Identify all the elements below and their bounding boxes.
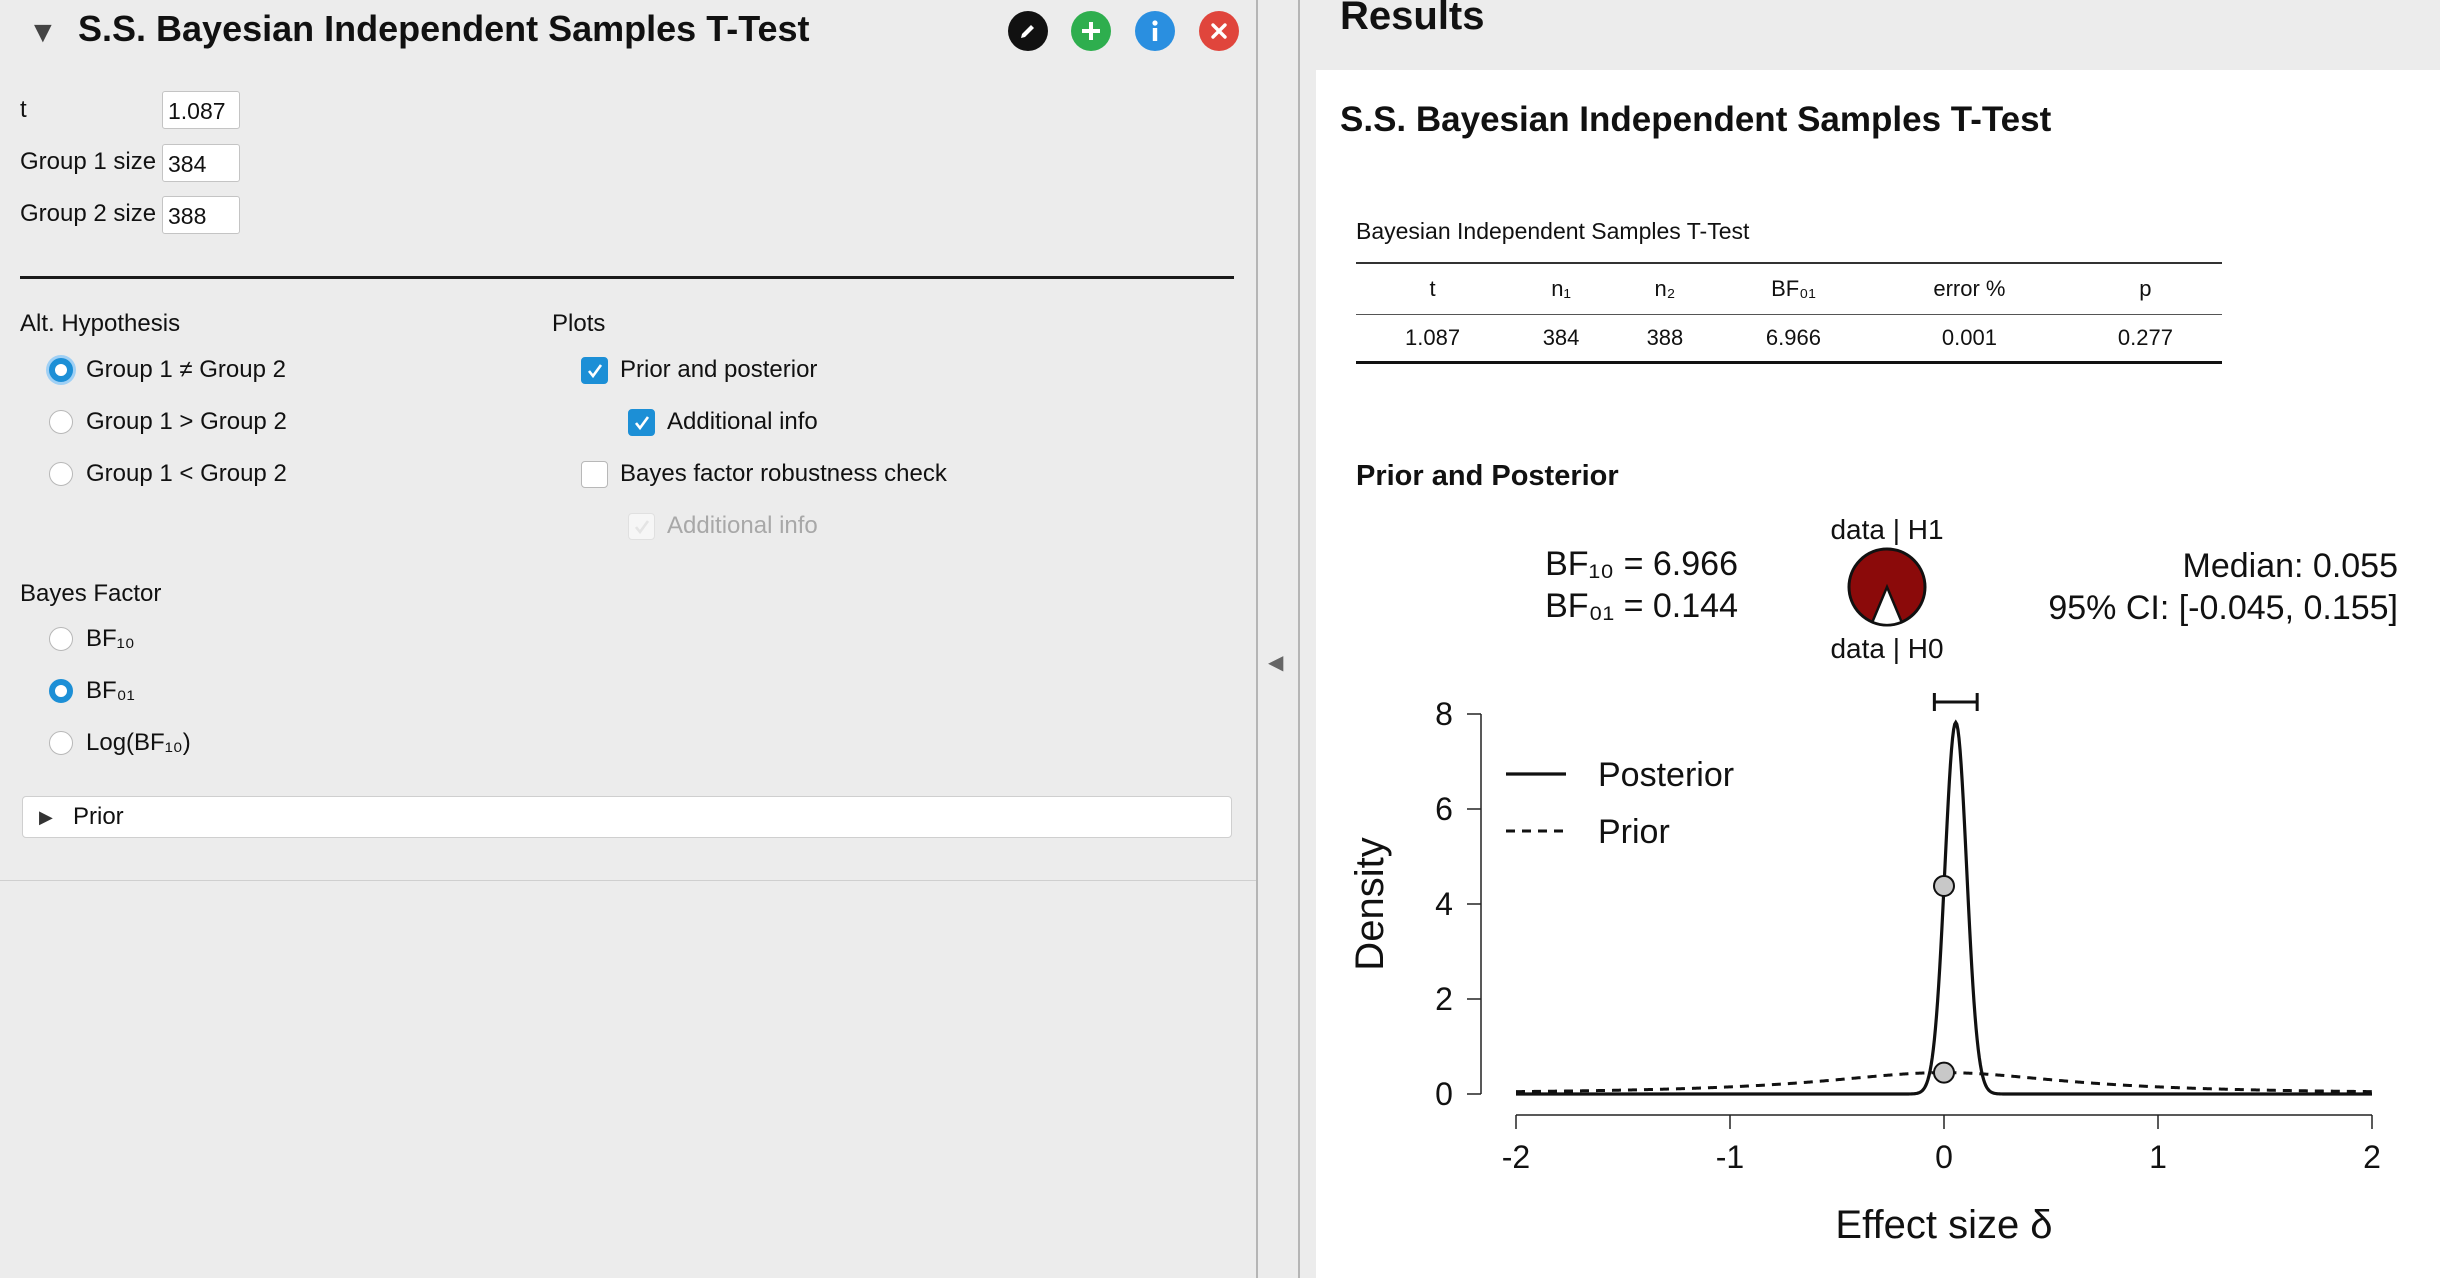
radio-log-bf10[interactable] <box>49 731 73 755</box>
plus-icon <box>1082 22 1100 40</box>
options-panel: ▼ S.S. Bayesian Independent Samples T-Te… <box>0 8 1256 881</box>
table-header: n₁ <box>1509 262 1613 315</box>
table-header: t <box>1356 262 1510 315</box>
x-tick-label: 1 <box>2149 1139 2167 1175</box>
table-header: error % <box>1869 262 2069 315</box>
analysis-title[interactable]: S.S. Bayesian Independent Samples T-Test <box>78 8 810 49</box>
additional-info-checkbox[interactable] <box>628 409 655 436</box>
radio-bf10[interactable] <box>49 627 73 651</box>
prior-posterior-checkbox[interactable] <box>581 357 608 384</box>
table-row: 1.087 384 388 6.966 0.001 0.277 <box>1356 314 2222 364</box>
legend-posterior-label: Posterior <box>1598 756 1734 794</box>
x-axis-title: Effect size δ <box>1835 1203 2052 1247</box>
bf-option-label[interactable]: BF₀₁ <box>86 677 135 704</box>
info-button[interactable] <box>1135 11 1175 51</box>
table-header: n₂ <box>1612 262 1717 315</box>
y-tick-label: 0 <box>1435 1076 1453 1112</box>
prior-section-label[interactable]: Prior <box>73 803 124 830</box>
y-axis-title: Density <box>1348 837 1392 970</box>
table-cell: 384 <box>1509 314 1613 364</box>
pencil-icon <box>1021 25 1034 38</box>
alt-option-label[interactable]: Group 1 ≠ Group 2 <box>86 356 286 383</box>
density-point <box>1933 874 1955 897</box>
y-tick-label: 2 <box>1435 981 1453 1017</box>
density-point <box>1933 1061 1955 1084</box>
robustness-additional-label: Additional info <box>667 512 818 539</box>
table-cell: 0.001 <box>1869 314 2069 364</box>
alt-option-label[interactable]: Group 1 > Group 2 <box>86 408 287 435</box>
alt-hypothesis-label: Alt. Hypothesis <box>20 310 181 337</box>
table-caption: Bayesian Independent Samples T-Test <box>1356 218 1750 244</box>
panel-bottom-divider <box>0 880 1256 881</box>
checkmark-icon <box>634 520 650 535</box>
table-cell: 0.277 <box>2068 314 2222 364</box>
prior-section-toggle[interactable]: ▶ Prior <box>22 796 1232 838</box>
group1-size-input[interactable]: 384 <box>162 144 240 182</box>
alt-option-label[interactable]: Group 1 < Group 2 <box>86 460 287 487</box>
y-tick-label: 4 <box>1435 886 1453 922</box>
x-tick-label: 0 <box>1935 1139 1953 1175</box>
y-tick-label: 6 <box>1435 791 1453 827</box>
table-cell: 6.966 <box>1716 314 1870 364</box>
table-cell: 388 <box>1612 314 1717 364</box>
group2-size-label: Group 2 size <box>20 200 157 227</box>
x-tick-label: -2 <box>1502 1139 1530 1175</box>
table-header: BF₀₁ <box>1716 262 1870 315</box>
pizza-top-label: data | H1 <box>1830 514 1943 545</box>
radio-bf01[interactable] <box>49 679 73 703</box>
plot-title: Prior and Posterior <box>1356 460 1619 492</box>
expand-arrow-icon[interactable]: ▶ <box>39 807 53 827</box>
y-tick-label: 8 <box>1435 696 1453 732</box>
table-cell: 1.087 <box>1356 314 1510 364</box>
close-analysis-button[interactable] <box>1199 11 1239 51</box>
x-tick-label: 2 <box>2363 1139 2381 1175</box>
bf10-label: BF₁₀ = 6.966 <box>1545 545 1738 583</box>
checkmark-icon <box>587 364 603 379</box>
edit-title-button[interactable] <box>1008 11 1048 51</box>
bf-option-label[interactable]: Log(BF₁₀) <box>86 729 191 756</box>
pizza-h0-slice <box>1870 583 1904 627</box>
plots-label: Plots <box>552 310 606 337</box>
table-header: p <box>2068 262 2222 315</box>
x-tick-label: -1 <box>1716 1139 1744 1175</box>
results-pane: S.S. Bayesian Independent Samples T-Test… <box>1316 70 2440 1278</box>
panel-splitter[interactable]: ◀ <box>1256 0 1300 1278</box>
close-icon <box>1211 23 1227 39</box>
prior-posterior-label[interactable]: Prior and posterior <box>620 356 818 383</box>
pizza-bottom-label: data | H0 <box>1830 633 1943 664</box>
robustness-additional-checkbox <box>628 513 655 540</box>
results-table: t n₁ n₂ BF₀₁ error % p 1.087 384 388 6.9… <box>1356 262 2222 364</box>
results-analysis-title[interactable]: S.S. Bayesian Independent Samples T-Test <box>1340 100 2052 139</box>
prior-posterior-plot: -2 -1 0 1 2 0 2 4 6 8 Effect size δ Density Posterio… <box>1348 514 2399 1247</box>
median-label: Median: 0.055 <box>2183 547 2399 585</box>
legend-prior-label: Prior <box>1598 813 1670 851</box>
results-heading: Results <box>1340 0 1485 38</box>
collapse-panel-icon[interactable]: ◀ <box>1268 652 1284 674</box>
collapse-analysis-icon[interactable]: ▼ <box>28 16 58 49</box>
section-divider <box>20 276 1234 279</box>
bf01-label: BF₀₁ = 0.144 <box>1545 587 1738 625</box>
radio-group1-neq-group2[interactable] <box>49 358 73 382</box>
group2-size-input[interactable]: 388 <box>162 196 240 234</box>
bf-option-label[interactable]: BF₁₀ <box>86 625 135 652</box>
t-input[interactable]: 1.087 <box>162 91 240 129</box>
radio-group1-gt-group2[interactable] <box>49 410 73 434</box>
radio-group1-lt-group2[interactable] <box>49 462 73 486</box>
duplicate-analysis-button[interactable] <box>1071 11 1111 51</box>
bayes-factor-label: Bayes Factor <box>20 580 162 607</box>
checkmark-icon <box>634 416 650 431</box>
robustness-checkbox[interactable] <box>581 461 608 488</box>
additional-info-label[interactable]: Additional info <box>667 408 818 435</box>
t-label: t <box>20 96 27 123</box>
robustness-label[interactable]: Bayes factor robustness check <box>620 460 947 487</box>
ci-label: 95% CI: [-0.045, 0.155] <box>2048 589 2398 627</box>
group1-size-label: Group 1 size <box>20 148 157 175</box>
info-icon <box>1152 20 1158 41</box>
